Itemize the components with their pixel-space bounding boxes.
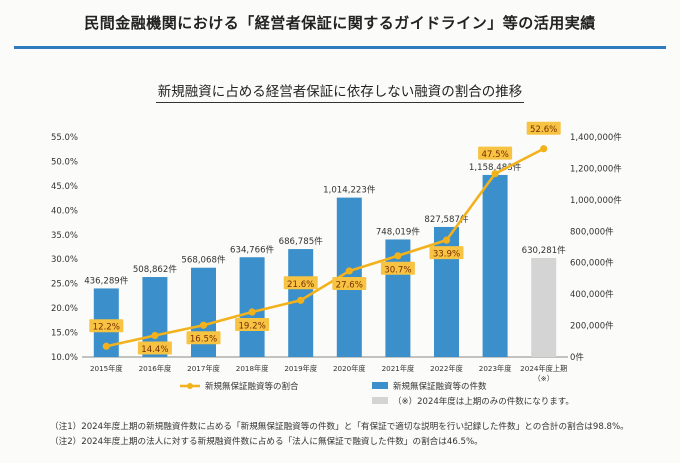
bar-value-label: 630,281件 [522, 244, 567, 256]
line-label-box [478, 146, 513, 160]
chart-subtitle: 新規融資に占める経営者保証に依存しない融資の割合の推移 [155, 84, 525, 103]
y-left-tick-label: 25.0% [51, 280, 78, 290]
y-right-tick-label: 0件 [570, 352, 584, 363]
y-left-tick-label: 30.0% [51, 255, 78, 265]
footnotes: （注1）2024年度上期の新規融資件数に占める「新規無保証融資等の件数」と「有保… [50, 420, 629, 450]
line-point [199, 321, 208, 329]
chart-subtitle-wrap: 新規融資に占める経営者保証に依存しない融資の割合の推移 [0, 80, 680, 103]
y-right-tick-label: 800,000件 [570, 226, 614, 237]
x-tick-label: 2023年度 [479, 364, 512, 373]
bar-value-label: 634,766件 [230, 243, 275, 255]
bar-value-label: 568,068件 [181, 254, 226, 266]
y-right-tick-label: 1,200,000件 [570, 163, 622, 174]
legend-bar-swatch [372, 382, 388, 389]
line-value-label: 21.6% [287, 280, 314, 290]
bar-value-label: 748,019件 [376, 225, 421, 237]
line-point [345, 267, 353, 275]
y-left-tick-label: 40.0% [51, 206, 78, 216]
y-left-tick-label: 50.0% [51, 157, 78, 167]
page-title: 民間金融機関における「経営者保証に関するガイドライン」等の活用実績 [84, 14, 596, 32]
y-right-tick-label: 1,400,000件 [570, 132, 622, 143]
bar-value-label: 827,587件 [424, 213, 469, 225]
line-value-label: 30.7% [384, 265, 411, 275]
line-label-box [89, 319, 124, 333]
line-point [102, 342, 110, 350]
legend-line-marker [187, 383, 193, 389]
y-left-tick-label: 20.0% [51, 304, 78, 314]
legend-bar-swatch [372, 397, 388, 404]
line-value-label: 14.4% [141, 345, 168, 355]
line-label-box [186, 331, 221, 345]
x-tick-label: 2015年度 [90, 364, 123, 373]
line-value-label: 52.6% [530, 125, 557, 135]
x-tick-label: 2020年度 [333, 364, 366, 373]
line-point [248, 308, 256, 316]
line-value-label: 27.6% [336, 280, 363, 290]
line-label-box [235, 318, 270, 332]
line-label-box [283, 276, 318, 290]
y-left-tick-label: 10.0% [51, 353, 78, 363]
line-label-box [429, 246, 464, 260]
line-point [297, 296, 305, 304]
x-tick-label: 2018年度 [236, 364, 269, 373]
line-value-label: 47.5% [481, 150, 508, 160]
line-value-label: 19.2% [238, 322, 265, 332]
bar-value-label: 508,862件 [133, 263, 178, 275]
x-tick-label: 2016年度 [139, 364, 172, 373]
x-tick-label: 2017年度 [187, 364, 220, 373]
line-label-box [332, 276, 367, 290]
x-tick-label: 2021年度 [382, 364, 415, 373]
line-point [540, 145, 548, 153]
bar-value-label: 1,014,223件 [323, 184, 376, 196]
bar-value-label: 686,785件 [279, 235, 324, 247]
line-point [442, 236, 451, 244]
bar [239, 257, 265, 357]
y-left-tick-label: 45.0% [51, 182, 78, 192]
y-left-tick-label: 15.0% [51, 329, 78, 339]
footnote-2: （注2）2024年度上期の法人に対する新規融資件数に占める「法人に無保証で融資し… [50, 437, 483, 447]
line-label-box [526, 121, 561, 135]
line-point [151, 331, 159, 340]
line-label-box [137, 341, 172, 355]
y-right-tick-label: 200,000件 [570, 321, 614, 332]
legend-label: 新規無保証融資等の割合 [205, 381, 299, 392]
y-right-tick-label: 400,000件 [570, 289, 614, 300]
bar-value-label: 436,289件 [84, 274, 129, 286]
line-value-label: 33.9% [433, 250, 460, 260]
legend-label: （※）2024年度は上期のみの件数になります。 [393, 396, 574, 407]
footnote-1: （注1）2024年度上期の新規融資件数に占める「新規無保証融資等の件数」と「有保… [50, 422, 629, 432]
bar [482, 174, 508, 357]
y-left-tick-label: 55.0% [51, 133, 78, 143]
x-tick-label: 2019年度 [284, 364, 317, 373]
legend-label: 新規無保証融資等の件数 [393, 381, 487, 392]
line-value-label: 12.2% [93, 323, 120, 333]
line-value-label: 16.5% [190, 335, 217, 345]
title-divider [14, 46, 666, 49]
y-right-tick-label: 600,000件 [570, 258, 614, 269]
line-point [394, 252, 402, 260]
x-tick-label: 2022年度 [430, 364, 463, 373]
x-tick-label: 2024年度上期 [520, 364, 567, 373]
series-line [106, 147, 545, 348]
bar-value-label: 1,158,483件 [469, 161, 522, 173]
line-point [491, 170, 499, 178]
bar [531, 257, 557, 357]
x-tick-label: （※） [533, 374, 553, 383]
y-left-tick-label: 35.0% [51, 231, 78, 241]
y-right-tick-label: 1,000,000件 [570, 195, 622, 206]
line-label-box [380, 261, 415, 275]
